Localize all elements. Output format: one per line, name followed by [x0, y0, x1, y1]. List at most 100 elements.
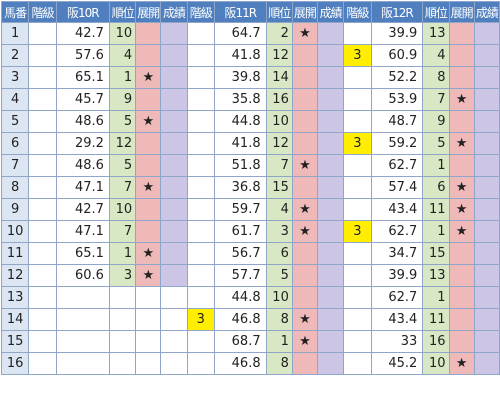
table-row: 1 42.7 10 64.7 2 ★ 39.9 13 — [0, 22, 500, 45]
rank-cell: 9 — [108, 88, 137, 111]
class-cell — [186, 198, 215, 221]
table-row: 11 65.1 1 ★ 56.7 6 34.7 15 — [0, 242, 500, 265]
header-rank: 順位 — [422, 1, 450, 23]
result-cell — [316, 110, 345, 133]
empty-cell — [28, 352, 57, 375]
result-cell — [160, 44, 188, 67]
result-cell — [473, 352, 500, 375]
star-icon: ★ — [448, 220, 475, 243]
star-icon: ★ — [448, 132, 475, 155]
class-cell: 3 — [343, 44, 372, 67]
index-value-cell: 56.7 — [213, 242, 267, 265]
class-cell — [186, 242, 215, 265]
star-icon: ★ — [135, 242, 162, 265]
horse-number-cell: 2 — [0, 44, 30, 67]
class-cell — [343, 22, 372, 45]
star-icon: ★ — [291, 308, 319, 331]
result-cell — [473, 308, 500, 331]
rank-cell: 6 — [422, 176, 450, 199]
pace-cell — [135, 220, 162, 243]
empty-cell — [108, 330, 137, 353]
header-race-12r: 阪12R — [370, 1, 424, 23]
star-icon: ★ — [135, 110, 162, 133]
class-cell — [186, 220, 215, 243]
class-cell — [186, 330, 215, 353]
star-icon: ★ — [291, 198, 319, 221]
rank-cell: 5 — [108, 110, 137, 133]
result-cell — [316, 286, 345, 309]
class-cell — [343, 330, 372, 353]
rank-cell: 4 — [265, 198, 293, 221]
star-icon: ★ — [291, 22, 319, 45]
index-value-cell: 43.4 — [370, 308, 424, 331]
index-value-cell: 39.9 — [370, 22, 424, 45]
header-result: 成績 — [160, 1, 188, 23]
horse-number-cell: 10 — [0, 220, 30, 243]
horse-number-cell: 16 — [0, 352, 30, 375]
header-race-10r: 阪10R — [55, 1, 110, 23]
rank-cell: 1 — [422, 154, 450, 177]
result-cell — [316, 88, 345, 111]
horse-number-cell: 9 — [0, 198, 30, 221]
rank-cell: 9 — [422, 110, 450, 133]
star-icon: ★ — [448, 88, 475, 111]
result-cell — [160, 198, 188, 221]
rank-cell: 7 — [265, 154, 293, 177]
rank-cell: 15 — [422, 242, 450, 265]
empty-cell — [108, 352, 137, 375]
empty-cell — [55, 330, 110, 353]
index-value-cell: 46.8 — [213, 308, 267, 331]
class-cell — [186, 66, 215, 89]
index-value-cell: 36.8 — [213, 176, 267, 199]
index-value-cell: 61.7 — [213, 220, 267, 243]
rank-cell: 13 — [422, 22, 450, 45]
result-cell — [473, 22, 500, 45]
index-value-cell: 52.2 — [370, 66, 424, 89]
pace-cell — [135, 132, 162, 155]
star-icon: ★ — [291, 154, 319, 177]
pace-cell — [291, 286, 319, 309]
star-icon: ★ — [291, 220, 319, 243]
header-race-11r: 阪11R — [213, 1, 267, 23]
class-cell: 3 — [343, 132, 372, 155]
result-cell — [473, 110, 500, 133]
result-cell — [316, 308, 345, 331]
empty-cell — [55, 286, 110, 309]
header-pace: 展開 — [291, 1, 319, 23]
horse-number-cell: 7 — [0, 154, 30, 177]
rank-cell: 15 — [265, 176, 293, 199]
rank-cell: 11 — [422, 198, 450, 221]
index-value-cell: 35.8 — [213, 88, 267, 111]
class-cell — [343, 176, 372, 199]
rank-cell: 8 — [265, 308, 293, 331]
index-value-cell: 44.8 — [213, 110, 267, 133]
index-value-cell: 51.8 — [213, 154, 267, 177]
result-cell — [316, 220, 345, 243]
table-row: 14 3 46.8 8 ★ 43.4 11 — [0, 308, 500, 331]
class-cell — [28, 220, 57, 243]
rank-cell: 10 — [265, 286, 293, 309]
index-value-cell: 41.8 — [213, 44, 267, 67]
class-cell — [186, 286, 215, 309]
index-value-cell: 47.1 — [55, 220, 110, 243]
class-cell — [186, 44, 215, 67]
rank-cell: 10 — [108, 22, 137, 45]
pace-cell — [448, 44, 475, 67]
rank-cell: 8 — [265, 352, 293, 375]
empty-cell — [160, 286, 188, 309]
class-cell — [343, 242, 372, 265]
index-value-cell: 57.7 — [213, 264, 267, 287]
result-cell — [473, 154, 500, 177]
rank-cell: 4 — [108, 44, 137, 67]
table-row: 10 47.1 7 61.7 3 ★ 3 62.7 1 ★ — [0, 220, 500, 243]
horse-number-cell: 11 — [0, 242, 30, 265]
rank-cell: 4 — [422, 44, 450, 67]
header-row: 馬番 階級 阪10R 順位 展開 成績 階級 阪11R 順位 展開 成績 階級 阪12R 順位 展開 成績 — [0, 1, 500, 23]
class-cell — [28, 154, 57, 177]
table-row: 16 46.8 8 45.2 10 ★ — [0, 352, 500, 375]
index-value-cell: 45.7 — [55, 88, 110, 111]
class-cell — [343, 154, 372, 177]
result-cell — [473, 66, 500, 89]
pace-cell — [291, 110, 319, 133]
result-cell — [316, 352, 345, 375]
